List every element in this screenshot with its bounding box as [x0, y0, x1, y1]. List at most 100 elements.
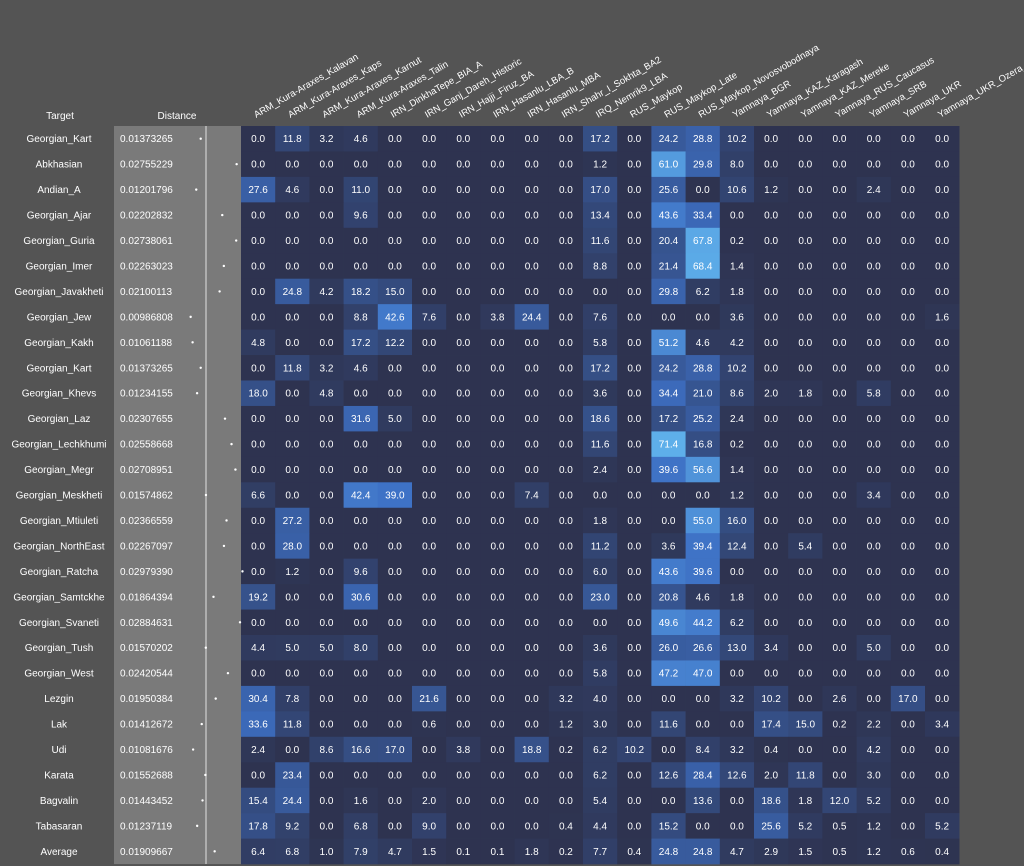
- heatmap-cell: [275, 609, 310, 636]
- cell-value-label: 7.7: [593, 847, 607, 858]
- heatmap-cell: [275, 126, 310, 152]
- heatmap-cell: [309, 635, 344, 661]
- cell-value-label: 0.0: [901, 541, 915, 552]
- cell-value-label: 18.6: [761, 796, 781, 807]
- heatmap-cell: [583, 660, 618, 687]
- cell-value-label: 0.0: [456, 720, 470, 731]
- cell-value-label: 0.0: [867, 261, 881, 272]
- cell-value-label: 0.0: [901, 389, 915, 400]
- cell-value-label: 0.0: [833, 261, 847, 272]
- heatmap-cell: [377, 227, 413, 254]
- cell-value-label: 11.8: [283, 720, 302, 731]
- heatmap-cell: [719, 584, 755, 610]
- cell-value-label: 0.0: [456, 287, 470, 298]
- cell-value-label: 0.0: [491, 465, 505, 476]
- heatmap-cell: [480, 838, 515, 865]
- heatmap-cell: [856, 507, 892, 534]
- row-distance-value: 0.01574862: [120, 491, 173, 502]
- heatmap-cell: [617, 227, 652, 254]
- cell-value-label: 0.0: [422, 338, 436, 349]
- cell-value-label: 0.0: [935, 643, 949, 654]
- heatmap-cell: [275, 227, 310, 254]
- heatmap-cell: [343, 253, 379, 279]
- cell-value-label: 0.0: [935, 389, 949, 400]
- cell-value-label: 0.0: [764, 567, 778, 578]
- heatmap-cell: [925, 126, 960, 152]
- cell-value-label: 1.2: [285, 567, 299, 578]
- cell-value-label: 5.8: [593, 338, 607, 349]
- cell-value-label: 0.0: [935, 160, 949, 171]
- cell-value-label: 0.0: [833, 491, 847, 502]
- cell-value-label: 0.0: [388, 261, 402, 272]
- cell-value-label: 0.0: [833, 541, 847, 552]
- cell-value-label: 0.0: [867, 134, 881, 145]
- cell-value-label: 0.0: [559, 516, 573, 527]
- cell-value-label: 0.0: [320, 592, 334, 603]
- cell-value-label: 0.0: [935, 185, 949, 196]
- heatmap-cell: [754, 533, 789, 559]
- cell-value-label: 0.0: [456, 338, 470, 349]
- heatmap-cell: [890, 151, 926, 178]
- heatmap-cell: [719, 456, 755, 483]
- distance-dot: [195, 188, 198, 191]
- cell-value-label: 0.0: [798, 745, 812, 756]
- heatmap-cell: [788, 355, 823, 381]
- heatmap-cell: [788, 558, 823, 585]
- cell-value-label: 0.0: [251, 211, 265, 222]
- cell-value-label: 0.0: [764, 312, 778, 323]
- distance-dot: [234, 239, 238, 242]
- cell-value-label: 0.0: [251, 312, 265, 323]
- cell-value-label: 2.4: [867, 185, 881, 196]
- heatmap-cell: [548, 355, 584, 381]
- heatmap-cell: [925, 584, 960, 610]
- heatmap-cell: [890, 609, 926, 636]
- cell-value-label: 0.0: [285, 745, 299, 756]
- cell-value-label: 5.0: [867, 643, 881, 654]
- cell-value-label: 24.2: [659, 134, 679, 145]
- cell-value-label: 0.0: [901, 338, 915, 349]
- heatmap-cell: [685, 813, 721, 839]
- heatmap-cell: [651, 380, 686, 407]
- cell-value-label: 4.0: [593, 694, 607, 705]
- heatmap-cell: [685, 711, 721, 738]
- cell-value-label: 0.0: [798, 287, 812, 298]
- heatmap-cell: [480, 304, 515, 330]
- heatmap-cell: [480, 787, 515, 814]
- heatmap-cell: [446, 813, 481, 839]
- heatmap-cell: [583, 227, 618, 254]
- cell-value-label: 10.2: [727, 134, 747, 145]
- cell-value-label: 12.4: [727, 541, 747, 552]
- row-distance-value: 0.01201796: [120, 185, 173, 196]
- heatmap-cell: [241, 507, 276, 534]
- cell-value-label: 0.0: [764, 363, 778, 374]
- row-distance-value: 0.01373265: [120, 363, 173, 374]
- heatmap-cell: [548, 711, 584, 738]
- heatmap-cell: [617, 685, 652, 712]
- cell-value-label: 0.0: [764, 134, 778, 145]
- heatmap-cell: [617, 329, 652, 356]
- cell-value-label: 0.0: [456, 211, 470, 222]
- cell-value-label: 0.0: [456, 541, 470, 552]
- cell-value-label: 0.0: [388, 389, 402, 400]
- column-headers: ARM_Kura-Araxes_KalavanARM_Kura-Araxes_K…: [252, 42, 1024, 121]
- cell-value-label: 0.0: [354, 389, 368, 400]
- heatmap-cell: [685, 329, 721, 356]
- heatmap-cell: [754, 227, 789, 254]
- heatmap-cell: [480, 253, 515, 279]
- heatmap-cell: [480, 355, 515, 381]
- heatmap-cell: [617, 558, 652, 585]
- cell-value-label: 0.0: [901, 567, 915, 578]
- cell-value-label: 49.6: [659, 618, 679, 629]
- heatmap-cell: [548, 813, 584, 839]
- heatmap-cell: [822, 762, 857, 788]
- cell-value-label: 0.0: [559, 567, 573, 578]
- cell-value-label: 2.4: [730, 414, 744, 425]
- heatmap-cell: [856, 227, 892, 254]
- cell-value-label: 16.6: [351, 745, 371, 756]
- row-target-label: Karata: [44, 770, 74, 781]
- heatmap-cell: [583, 380, 618, 407]
- cell-value-label: 8.8: [593, 261, 607, 272]
- cell-value-label: 0.0: [251, 669, 265, 680]
- cell-value-label: 11.6: [659, 720, 678, 731]
- heatmap-cell: [925, 507, 960, 534]
